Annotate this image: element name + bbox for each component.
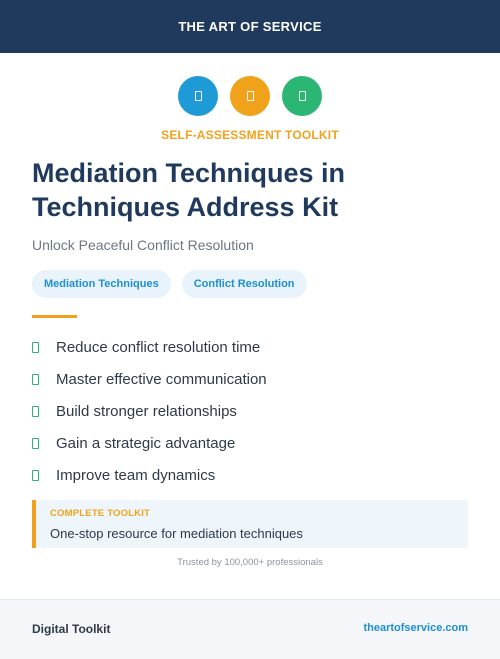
brand-name: THE ART OF SERVICE (178, 19, 322, 34)
checkbox-icon (32, 373, 39, 385)
list-item: Master effective communication (32, 363, 267, 395)
checkbox-icon (32, 437, 39, 449)
checkbox-icon (32, 405, 39, 417)
benefit-list: Reduce conflict resolution time Master e… (32, 331, 267, 491)
toolkit-kicker: SELF-ASSESSMENT TOOLKIT (161, 128, 339, 142)
tag-list: Mediation Techniques Conflict Resolution (32, 270, 307, 298)
icon-row (0, 76, 500, 116)
callout-label: COMPLETE TOOLKIT (50, 508, 151, 519)
tag-conflict-resolution: Conflict Resolution (181, 270, 307, 298)
title-line: Mediation Techniques in (32, 158, 346, 188)
document-icon (178, 76, 218, 116)
top-banner: THE ART OF SERVICE (0, 0, 500, 53)
footer-label: Digital Toolkit (32, 622, 111, 636)
list-item: Improve team dynamics (32, 459, 267, 491)
checkbox-icon (32, 341, 39, 353)
benefit-text: Improve team dynamics (56, 466, 216, 484)
accent-divider (32, 315, 77, 318)
title-line: Techniques Address Kit (32, 192, 339, 222)
page-title: Mediation Techniques in Techniques Addre… (32, 156, 472, 224)
checkbox-icon (32, 469, 39, 481)
trusted-note: Trusted by 100,000+ professionals (177, 557, 323, 568)
list-item: Build stronger relationships (32, 395, 267, 427)
list-item: Gain a strategic advantage (32, 427, 267, 459)
complete-toolkit-callout: COMPLETE TOOLKIT One-stop resource for m… (32, 500, 468, 548)
list-item: Reduce conflict resolution time (32, 331, 267, 363)
footer: Digital Toolkit theartofservice.com (0, 599, 500, 659)
benefit-text: Gain a strategic advantage (56, 434, 236, 452)
website-link[interactable]: theartofservice.com (363, 622, 468, 634)
page-subtitle: Unlock Peaceful Conflict Resolution (32, 237, 254, 253)
benefit-text: Reduce conflict resolution time (56, 338, 261, 356)
callout-text: One-stop resource for mediation techniqu… (50, 526, 303, 541)
document-icon (230, 76, 270, 116)
tag-mediation-techniques: Mediation Techniques (32, 270, 171, 298)
benefit-text: Master effective communication (56, 370, 267, 388)
benefit-text: Build stronger relationships (56, 402, 237, 420)
document-icon (282, 76, 322, 116)
